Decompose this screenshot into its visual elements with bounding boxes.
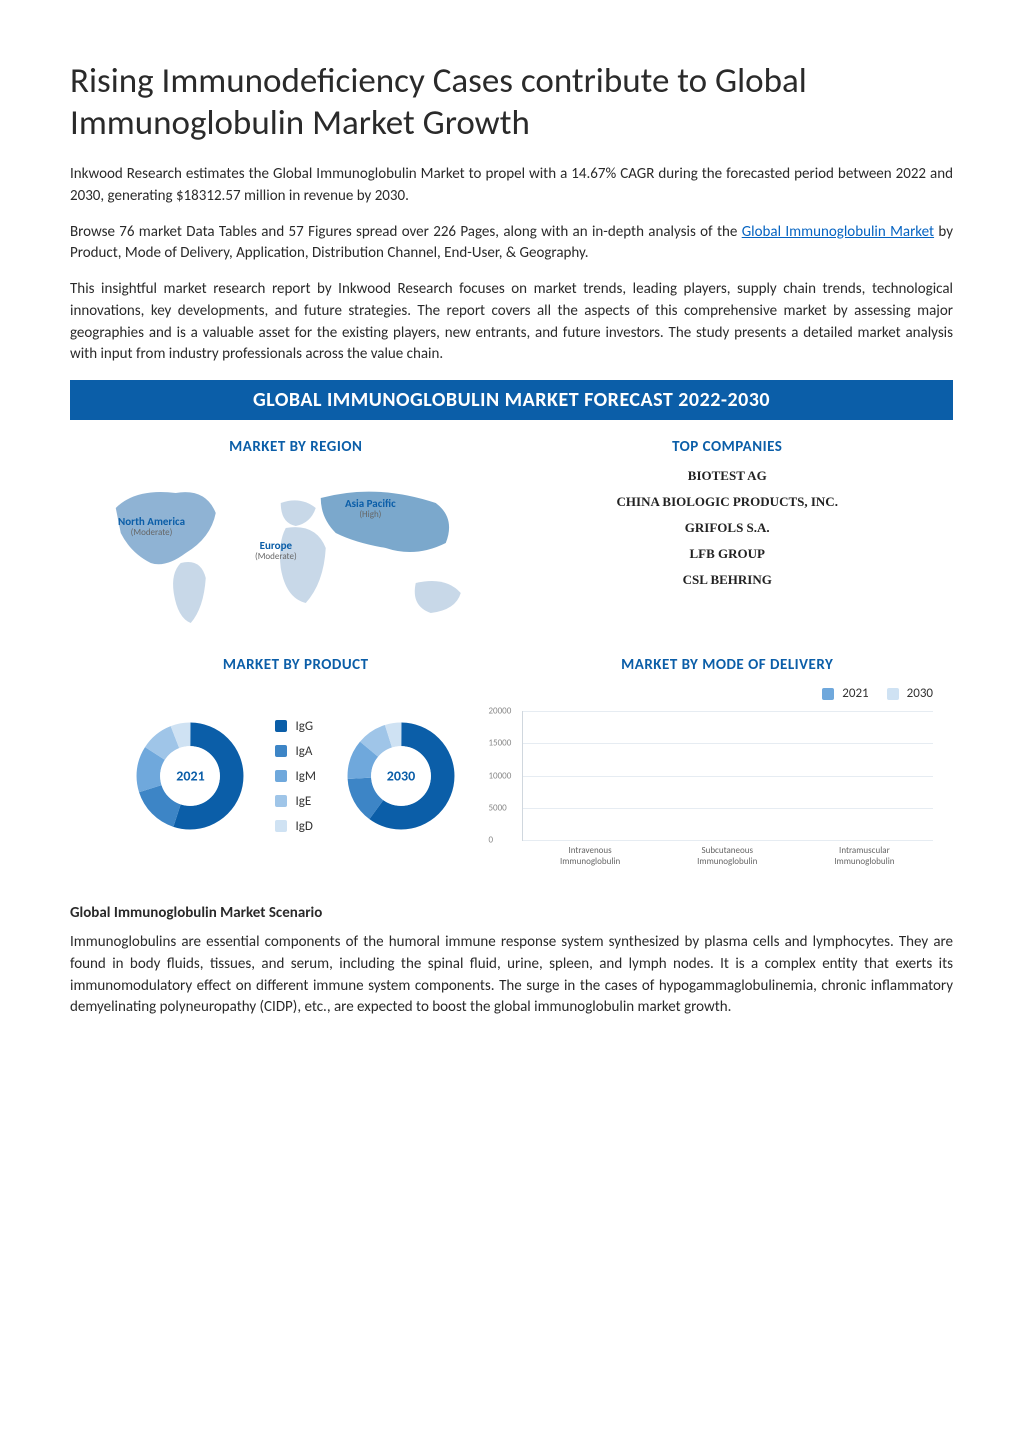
donut-2021-label: 2021 xyxy=(176,768,204,785)
infographic: MARKET BY REGION xyxy=(70,438,953,886)
intro-paragraph-3: This insightful market research report b… xyxy=(70,279,953,366)
legend-label: IgG xyxy=(295,719,313,734)
infographic-row-2: MARKET BY PRODUCT 2021 IgG IgA IgM IgE I… xyxy=(80,656,943,866)
map-label-ap: Asia Pacific (High) xyxy=(345,498,396,520)
bar-legend-2030: 2030 xyxy=(887,686,933,701)
legend-label: IgA xyxy=(295,744,312,759)
swatch xyxy=(887,688,899,700)
infographic-banner: GLOBAL IMMUNOGLOBULIN MARKET FORECAST 20… xyxy=(70,380,953,420)
donut-charts: 2021 IgG IgA IgM IgE IgD 2030 xyxy=(80,686,512,866)
map-ap-sub: (High) xyxy=(345,510,396,520)
map-eu-sub: (Moderate) xyxy=(255,552,297,562)
legend-item: IgE xyxy=(275,794,316,809)
map-eu-text: Europe xyxy=(260,539,292,552)
map-label-na: North America (Moderate) xyxy=(118,516,185,538)
bar-chart-wrap: 2021 2030 05000100001500020000 Intraveno… xyxy=(512,686,944,866)
legend-label: IgE xyxy=(295,794,311,809)
legend-item: IgG xyxy=(275,719,316,734)
bar-chart: 05000100001500020000 xyxy=(522,711,934,841)
product-column: MARKET BY PRODUCT 2021 IgG IgA IgM IgE I… xyxy=(80,656,512,866)
x-label: Intramuscular Immunoglobulin xyxy=(824,845,904,867)
intro-p2-text-a: Browse 76 market Data Tables and 57 Figu… xyxy=(70,223,742,241)
region-title: MARKET BY REGION xyxy=(80,438,512,456)
donut-legend: IgG IgA IgM IgE IgD xyxy=(275,719,316,834)
bar-legend: 2021 2030 xyxy=(522,686,934,701)
legend-item: IgD xyxy=(275,819,316,834)
legend-item: IgA xyxy=(275,744,316,759)
map-na-text: North America xyxy=(118,515,185,528)
company-item: LFB GROUP xyxy=(512,546,944,562)
donut-2021: 2021 xyxy=(135,721,245,831)
x-label: Intravenous Immunoglobulin xyxy=(550,845,630,867)
map-na-sub: (Moderate) xyxy=(118,528,185,538)
scenario-heading: Global Immunoglobulin Market Scenario xyxy=(70,904,953,922)
bar-legend-2021-label: 2021 xyxy=(842,686,868,701)
intro-paragraph-1: Inkwood Research estimates the Global Im… xyxy=(70,164,953,208)
companies-title: TOP COMPANIES xyxy=(512,438,944,456)
bar-x-labels: Intravenous Immunoglobulin Subcutaneous … xyxy=(522,845,934,867)
bar-legend-2021: 2021 xyxy=(822,686,868,701)
map-label-eu: Europe (Moderate) xyxy=(255,540,297,562)
legend-item: IgM xyxy=(275,769,316,784)
company-item: CHINA BIOLOGIC PRODUCTS, INC. xyxy=(512,494,944,510)
intro-paragraph-2: Browse 76 market Data Tables and 57 Figu… xyxy=(70,222,953,266)
swatch xyxy=(822,688,834,700)
legend-label: IgM xyxy=(295,769,316,784)
product-title: MARKET BY PRODUCT xyxy=(80,656,512,674)
company-item: GRIFOLS S.A. xyxy=(512,520,944,536)
scenario-paragraph: Immunoglobulins are essential components… xyxy=(70,932,953,1019)
swatch xyxy=(275,720,287,732)
company-item: CSL BEHRING xyxy=(512,572,944,588)
market-link[interactable]: Global Immunoglobulin Market xyxy=(742,223,934,241)
infographic-row-1: MARKET BY REGION xyxy=(80,438,943,638)
swatch xyxy=(275,745,287,757)
region-column: MARKET BY REGION xyxy=(80,438,512,638)
page-title: Rising Immunodeficiency Cases contribute… xyxy=(70,60,953,144)
swatch xyxy=(275,820,287,832)
companies-column: TOP COMPANIES BIOTEST AG CHINA BIOLOGIC … xyxy=(512,438,944,638)
legend-label: IgD xyxy=(295,819,312,834)
swatch xyxy=(275,795,287,807)
swatch xyxy=(275,770,287,782)
world-map: North America (Moderate) Europe (Moderat… xyxy=(80,468,512,638)
companies-list: BIOTEST AG CHINA BIOLOGIC PRODUCTS, INC.… xyxy=(512,468,944,588)
donut-2030-label: 2030 xyxy=(387,768,415,785)
x-label: Subcutaneous Immunoglobulin xyxy=(687,845,767,867)
map-ap-text: Asia Pacific xyxy=(345,497,396,510)
delivery-column: MARKET BY MODE OF DELIVERY 2021 2030 050… xyxy=(512,656,944,866)
company-item: BIOTEST AG xyxy=(512,468,944,484)
delivery-title: MARKET BY MODE OF DELIVERY xyxy=(512,656,944,674)
donut-2030: 2030 xyxy=(346,721,456,831)
bar-legend-2030-label: 2030 xyxy=(907,686,933,701)
